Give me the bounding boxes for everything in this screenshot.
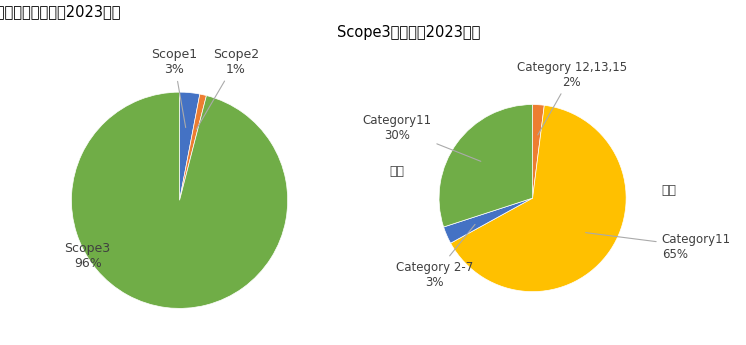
Wedge shape	[180, 94, 207, 200]
Wedge shape	[72, 92, 288, 308]
Wedge shape	[451, 105, 626, 292]
Text: Category11
30%: Category11 30%	[363, 114, 481, 161]
Text: Scope1
3%: Scope1 3%	[151, 48, 197, 128]
Text: Category 12,13,15
2%: Category 12,13,15 2%	[517, 61, 627, 135]
Text: Category 2-7
3%: Category 2-7 3%	[395, 224, 475, 289]
Text: Scope3の構成（2023年）: Scope3の構成（2023年）	[337, 25, 480, 40]
Text: 温室効果ガス排出量の構成（2023年）: 温室効果ガス排出量の構成（2023年）	[0, 4, 121, 19]
Text: Category11
65%: Category11 65%	[586, 233, 731, 261]
Text: 上流: 上流	[389, 165, 404, 178]
Wedge shape	[533, 105, 545, 198]
Text: Scope3
96%: Scope3 96%	[65, 243, 110, 270]
Text: 下流: 下流	[662, 184, 677, 197]
Wedge shape	[180, 92, 200, 200]
Wedge shape	[439, 105, 533, 227]
Wedge shape	[444, 198, 533, 243]
Text: Scope2
1%: Scope2 1%	[196, 48, 259, 129]
